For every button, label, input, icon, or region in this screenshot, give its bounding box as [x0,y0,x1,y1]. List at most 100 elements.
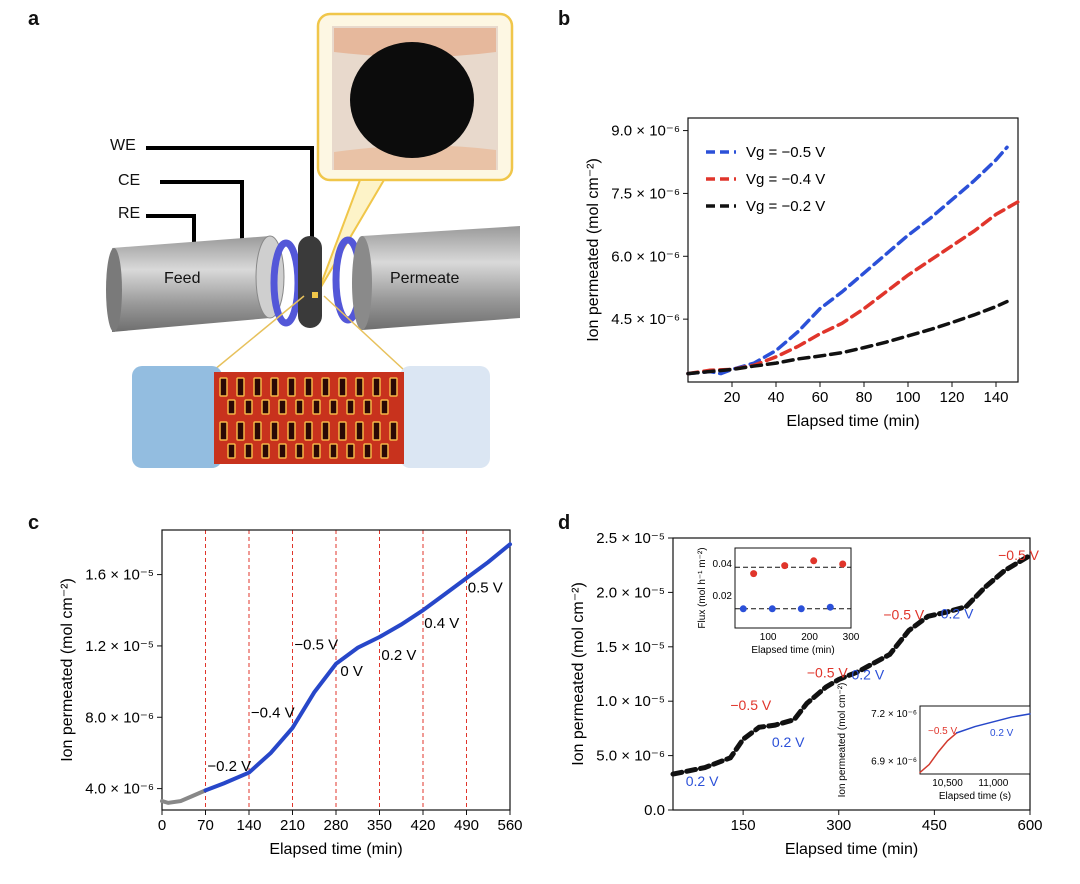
chart-c-x-tick-label: 420 [410,817,435,834]
device-schematic [106,12,520,468]
flux-inset-y-label: Flux (mol h⁻¹ m⁻²) [697,547,708,628]
channel-pore [389,421,398,441]
chart-c-annotation: 0 V [340,663,363,680]
channel-pore [236,377,245,397]
channel-pore [304,377,313,397]
chart-d-x-tick-label: 450 [922,817,947,834]
flux-inset-point [810,557,818,565]
feed-reservoir [132,366,222,468]
zoom-inset-x-tick-label: 11,000 [978,778,1008,789]
chart-b-y-tick-label: 9.0 × 10⁻⁶ [611,123,680,140]
membrane [298,236,322,328]
chart-d-series-line [670,552,1033,777]
chart-c-annotation: 0.5 V [468,579,503,596]
chart-d-y-tick-label: 2.5 × 10⁻⁵ [596,530,665,547]
chart-c-y-tick-label: 8.0 × 10⁻⁶ [85,709,154,726]
chart-c-annotation: 0.4 V [424,615,459,632]
channel-pore [278,443,287,459]
channel-pore [346,443,355,459]
channel-pore [372,377,381,397]
chart-d-annotation: 0.2 V [852,666,885,682]
chart-d-annotation: −0.5 V [730,697,772,713]
chart-b-legend-label: Vg = −0.4 V [746,171,825,188]
chart-c: 0 70 140 210 280 350 420 490 560 4.0 × 10⁻⁶ 8.0 × … [59,529,523,858]
channel-pore [312,399,321,415]
channel-pore [236,421,245,441]
chart-d-y-tick-label: 1.0 × 10⁻⁵ [596,693,665,710]
channel-pore [363,399,372,415]
chart-b-x-tick-label: 100 [895,389,920,406]
chart-d-x-tick-label: 600 [1017,817,1042,834]
chart-b-x-axis-label: Elapsed time (min) [786,413,919,430]
channel-pore [270,421,279,441]
channel-pore [227,399,236,415]
chart-c-annotation: −0.5 V [294,636,338,653]
channel-pore [253,377,262,397]
channel-pore [329,399,338,415]
we-wire [146,146,314,242]
chart-c-x-tick-label: 140 [236,817,261,834]
feed-label: Feed [164,270,201,287]
channel-pore [389,377,398,397]
chart-c-x-tick-label: 70 [197,817,214,834]
chart-d-annotation: −0.5 V [998,547,1040,563]
channel-pore [295,443,304,459]
chart-d-y-axis-label: Ion permeated (mol cm⁻²) [570,582,587,766]
panel-label-c: c [28,512,40,534]
channel-pore [295,399,304,415]
feed-tube [112,236,270,332]
channel-pore [363,443,372,459]
channel-pore [355,377,364,397]
flux-inset-point [768,605,776,613]
flux-inset-point [739,605,747,613]
channel-pore [372,421,381,441]
flux-inset-point [781,562,789,570]
permeate-label: Permeate [390,270,460,287]
chart-b-legend-label: Vg = −0.5 V [746,144,825,161]
chart-b-x-tick-label: 80 [856,389,873,406]
permeate-reservoir [400,366,490,468]
zoom-inset-y-tick-label: 7.2 × 10⁻⁶ [871,709,917,720]
flux-inset-y-tick-label: 0.04 [713,559,733,570]
zoom-inset-x-label: Elapsed time (s) [939,791,1011,802]
we-label: WE [110,137,136,154]
chart-c-y-axis-label: Ion permeated (mol cm⁻²) [59,578,76,762]
chart-d-x-axis-label: Elapsed time (min) [785,841,918,858]
flux-inset-point [797,605,805,613]
zoom-inset-y-tick-label: 6.9 × 10⁻⁶ [871,756,917,767]
channel-pore [287,421,296,441]
flux-inset-point [750,570,758,578]
ce-wire [160,180,244,258]
chart-b-series-line [686,299,1009,376]
chart-b-x-tick-label: 140 [983,389,1008,406]
channel-pore [261,399,270,415]
channel-pore [304,421,313,441]
channel-pore [312,443,321,459]
chart-c-y-tick-label: 1.2 × 10⁻⁵ [85,638,154,655]
channel-pore [261,443,270,459]
channel-pore [355,421,364,441]
re-label: RE [118,205,141,222]
channel-pore [253,421,262,441]
zoom-inset-annotation: −0.5 V [928,726,958,737]
channel-pore [270,377,279,397]
chart-d-annotation: −0.5 V [807,664,849,680]
chart-b-x-tick-label: 120 [939,389,964,406]
channel-pore [287,377,296,397]
flux-inset-point [826,603,834,611]
chart-b-series-line [686,145,1009,376]
flux-inset-x-tick-label: 200 [801,632,818,643]
zoom-inset-x-tick-label: 10,500 [932,778,963,789]
zoom-inset-series-line [919,732,958,774]
channel-pore [244,399,253,415]
chart-d-y-tick-label: 0.0 [644,802,665,819]
channel-pore [227,443,236,459]
channel-pore [329,443,338,459]
chart-c-annotation: 0.2 V [381,647,416,664]
chart-c-x-tick-label: 350 [367,817,392,834]
channel-pore [338,377,347,397]
channel-pore [338,421,347,441]
zoom-inset-y-label: Ion permeated (mol cm⁻²) [837,683,848,798]
flux-inset-x-tick-label: 300 [843,632,860,643]
chart-c-y-tick-label: 4.0 × 10⁻⁶ [85,781,154,798]
